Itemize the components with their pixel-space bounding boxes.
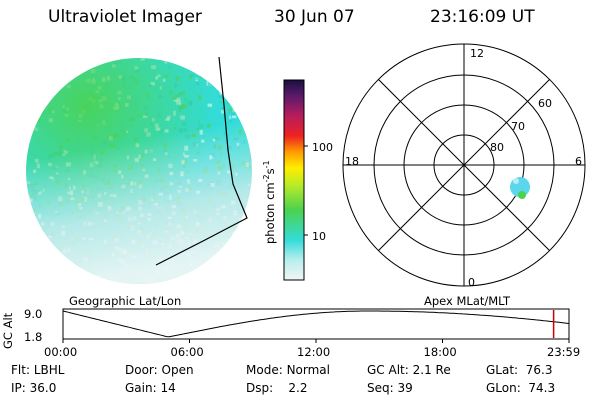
ip-info: IP: 36.0 <box>11 381 57 395</box>
timeline-ymax: 9.0 <box>24 307 43 321</box>
colorbar-tick-10: 10 <box>312 230 326 243</box>
colorbar-tick-100: 100 <box>312 141 333 154</box>
mlt-label-12: 12 <box>470 47 484 60</box>
gain-info: Gain: 14 <box>125 381 176 395</box>
terminator-line <box>155 56 248 266</box>
mode-info: Mode: Normal <box>246 363 330 377</box>
dsp-info: Dsp: 2.2 <box>246 381 308 395</box>
glat-info: GLat: 76.3 <box>486 363 553 377</box>
timeline-tick-label: 23:59 <box>547 345 581 359</box>
mlat-label-60: 60 <box>538 97 552 110</box>
mlt-label-18: 18 <box>345 155 359 168</box>
mlt-label-6: 6 <box>575 155 582 168</box>
mlt-label-0: 0 <box>468 276 475 289</box>
gc-alt-info: GC Alt: 2.1 Re <box>367 363 451 377</box>
timeline-tick-label: 06:00 <box>170 345 204 359</box>
seq-info: Seq: 39 <box>367 381 413 395</box>
observation-time: 23:16:09 UT <box>430 7 535 27</box>
mlat-label-70: 70 <box>511 120 525 133</box>
observation-date: 30 Jun 07 <box>274 7 355 27</box>
timeline-ymin: 1.8 <box>24 330 43 344</box>
glon-info: GLon: 74.3 <box>486 381 556 395</box>
door-info: Door: Open <box>125 363 194 377</box>
timeline-tick-label: 18:00 <box>423 345 457 359</box>
instrument-title: Ultraviolet Imager <box>48 7 202 27</box>
apex-panel-label: Apex MLat/MLT <box>424 294 511 308</box>
timeline-tick-label: 00:00 <box>44 345 78 359</box>
colorbar <box>283 79 308 281</box>
mlat-label-80: 80 <box>490 141 504 154</box>
geographic-panel-label: Geographic Lat/Lon <box>69 294 182 308</box>
filter-info: Flt: LBHL <box>11 363 65 377</box>
mlt-auroral-spot <box>510 177 530 199</box>
timeline-tick-label: 12:00 <box>297 345 331 359</box>
